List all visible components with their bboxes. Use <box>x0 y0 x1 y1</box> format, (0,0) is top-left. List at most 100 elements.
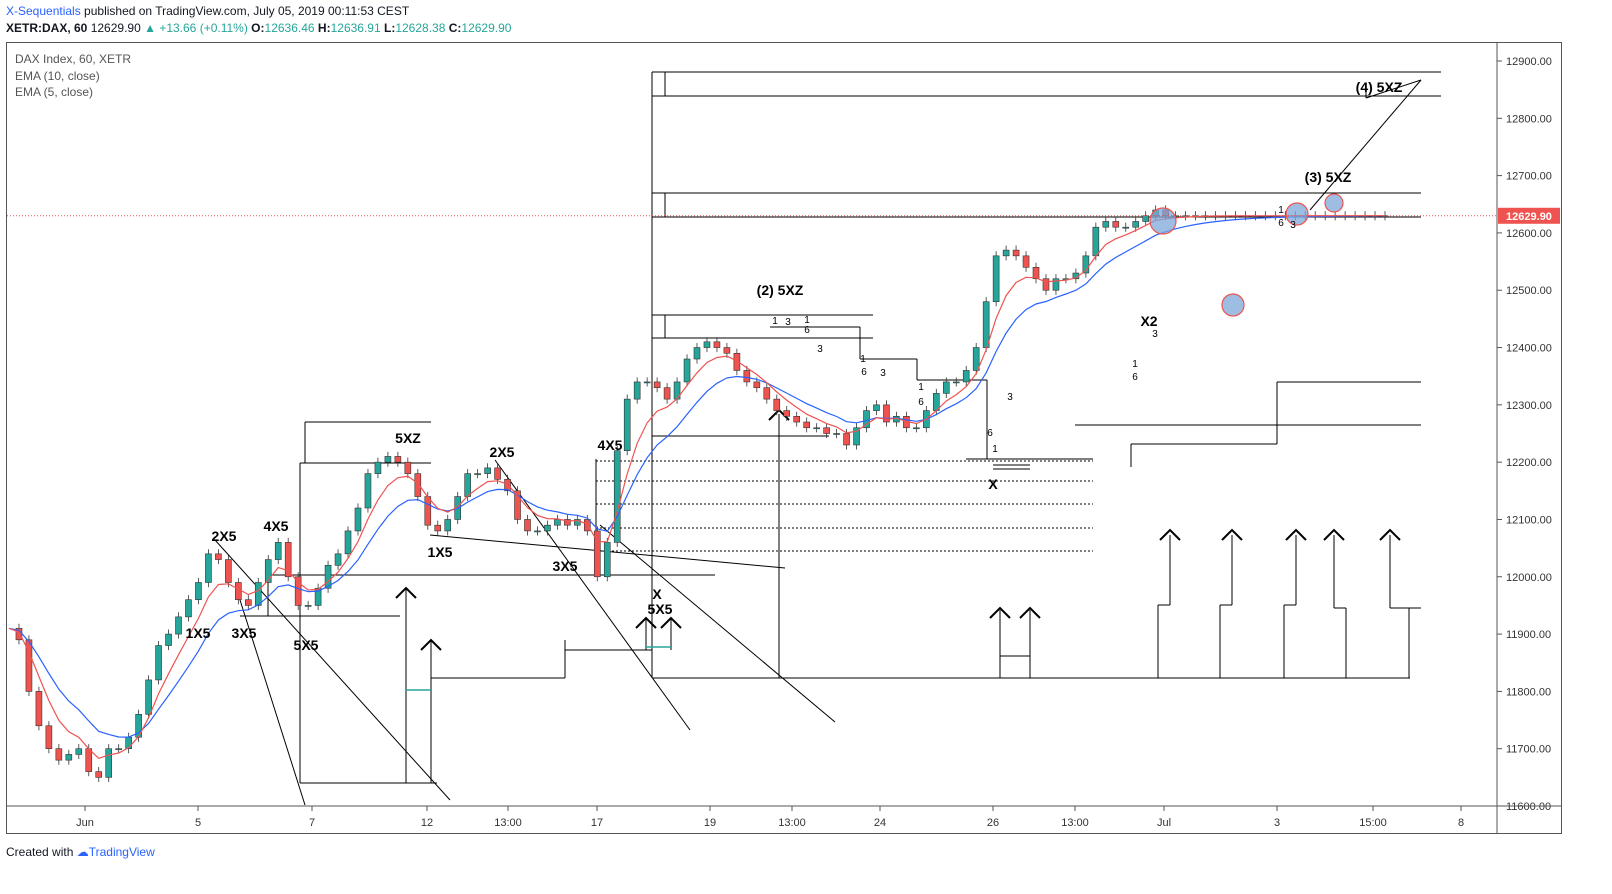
candle-body <box>145 679 152 715</box>
time-tick-label: Jul <box>1157 817 1171 829</box>
candle-body <box>215 553 222 560</box>
time-tick-label: 15:00 <box>1359 817 1387 829</box>
candle-body <box>354 507 362 532</box>
legend-series[interactable]: DAX Index, 60, XETR <box>15 52 132 66</box>
price-tick-label: 11900.00 <box>1506 629 1551 641</box>
count-label: 1 <box>804 315 810 326</box>
low-value: 12628.38 <box>395 21 446 35</box>
candle-body <box>803 421 810 429</box>
annotation-labels: (4) 5XZ (3) 5XZ (2) 5XZ 5XZ 2X5 4X5 2X5 4X5 1X5 3… <box>186 79 1403 653</box>
candle-body <box>643 381 651 384</box>
candle-body <box>663 387 671 400</box>
candle-body <box>753 381 761 388</box>
ema10-line <box>8 215 1386 738</box>
candle-body <box>434 524 442 532</box>
candle-body <box>55 748 63 761</box>
trend-line <box>1309 79 1422 211</box>
highlight-circle <box>1324 193 1344 213</box>
chart-frame <box>6 42 1562 834</box>
candle-body <box>274 542 282 560</box>
count-label: 1 <box>772 316 778 327</box>
annotation-label: X2 <box>1140 313 1157 329</box>
last-price: 12629.90 <box>90 21 141 35</box>
time-tick-label: 17 <box>591 817 603 829</box>
candle-body <box>95 771 103 778</box>
candle-body <box>494 467 501 480</box>
candle-body <box>813 427 820 430</box>
candle-body <box>913 427 920 430</box>
candle-body <box>155 645 162 681</box>
high-label: H: <box>317 21 331 35</box>
chevron-up-icon <box>989 606 1011 619</box>
price-tick-label: 12500.00 <box>1506 285 1552 297</box>
count-label: 6 <box>861 367 867 378</box>
brand-link[interactable]: X-Sequentials <box>6 4 81 18</box>
candle-body <box>254 582 262 606</box>
annotation-label: 1X5 <box>186 625 211 641</box>
candle-body <box>833 433 840 435</box>
candle-body <box>564 519 571 526</box>
candle-body <box>384 456 392 463</box>
candle-body <box>75 748 83 755</box>
chevron-up-icon <box>1221 528 1243 541</box>
candle-body <box>294 576 302 606</box>
legend-ema5[interactable]: EMA (5, close) <box>15 85 94 99</box>
candle-body <box>823 427 830 434</box>
count-label: 6 <box>918 397 924 408</box>
time-tick-label: 3 <box>1274 817 1280 829</box>
last-price-label: 12629.90 <box>1506 211 1552 223</box>
chevron-up-icon <box>420 638 442 651</box>
candle-body <box>105 748 113 778</box>
candle-body <box>1052 278 1060 291</box>
price-tick-label: 12200.00 <box>1506 457 1552 469</box>
time-tick-label: 8 <box>1458 817 1464 829</box>
candle-body <box>404 461 412 474</box>
annotation-label: X <box>652 586 662 602</box>
candle-body <box>942 381 950 394</box>
candle-body <box>175 616 182 635</box>
price-tick-label: 12000.00 <box>1506 572 1552 584</box>
candle-body <box>603 542 611 578</box>
candle-body <box>853 427 860 446</box>
annotation-label: (2) 5XZ <box>757 282 804 298</box>
candle-body <box>35 691 43 727</box>
last-price-badge <box>1498 207 1560 224</box>
count-label: 3 <box>1152 329 1158 340</box>
annotation-label: 2X5 <box>212 528 237 544</box>
symbol-name[interactable]: XETR:DAX, 60 <box>6 21 88 35</box>
candle-body <box>25 639 33 692</box>
publish-header: X-Sequentials published on TradingView.c… <box>6 4 409 18</box>
highlight-circle <box>1221 293 1245 317</box>
trend-line <box>599 524 836 723</box>
close-value: 12629.90 <box>461 21 512 35</box>
price-tick-label: 12800.00 <box>1506 113 1552 125</box>
candle-body <box>225 559 232 583</box>
created-with: Created with <box>6 845 74 859</box>
candle-body <box>653 381 661 388</box>
footer: Created with ☁TradingView <box>6 845 155 859</box>
time-axis: Jun 5 7 12 13:00 17 19 13:00 24 26 13:00 Jul 3 15:00 8 <box>7 805 1561 829</box>
legend-ema10[interactable]: EMA (10, close) <box>15 68 100 83</box>
ema5-line <box>8 215 1385 759</box>
candle-body <box>693 347 701 360</box>
price-axis: 11600.00 11700.00 11800.00 11900.00 12000.00… <box>1496 43 1552 834</box>
tradingview-link[interactable]: TradingView <box>88 845 155 859</box>
time-tick-label: 13:00 <box>778 817 806 829</box>
candle-body <box>514 490 521 520</box>
candle-body <box>703 341 711 348</box>
count-label: 3 <box>817 344 823 355</box>
chevron-up-icon <box>1019 606 1041 619</box>
candle-body <box>464 473 471 497</box>
annotation-label: 2X5 <box>490 444 515 460</box>
candle-body <box>165 633 172 646</box>
candle-body <box>633 381 641 400</box>
count-label: 1 <box>860 354 866 365</box>
candle-body <box>972 347 980 371</box>
chevron-up-icon <box>1323 528 1345 541</box>
candle-body <box>484 467 491 474</box>
candle-body <box>1142 215 1149 222</box>
symbol-line: XETR:DAX, 60 12629.90 ▲ +13.66 (+0.11%) … <box>6 21 511 35</box>
count-label: 6 <box>804 325 810 336</box>
candle-body <box>1102 221 1110 228</box>
